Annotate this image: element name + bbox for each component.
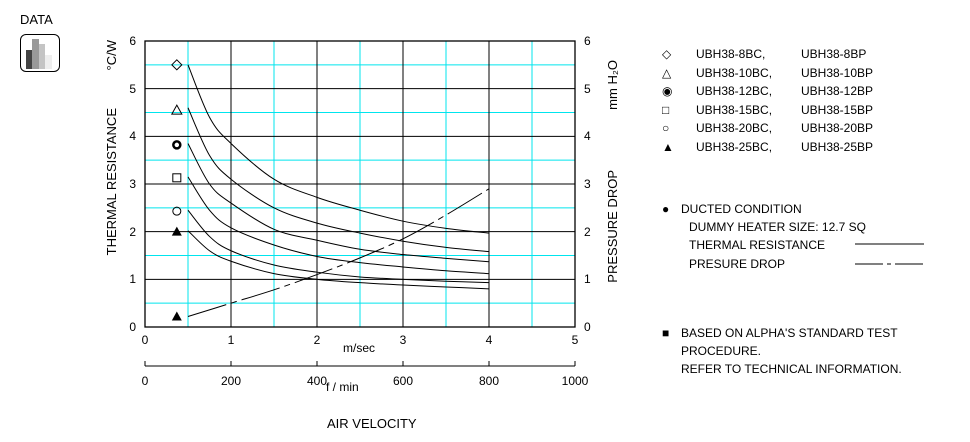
legend-symbol-icon: ◇ [662,47,672,61]
conditions-thermal: THERMAL RESISTANCE [689,238,826,252]
y-axis-unit: °C/W [104,40,119,71]
thermal-curve-2 [187,143,490,263]
legend-bp: UBH38-10BP [801,65,874,80]
x2-tick-label: 1000 [561,374,589,388]
conditions-title: DUCTED CONDITION [681,202,802,216]
y2-tick-label: 4 [584,129,591,144]
x2-axis-label: f / min [326,380,359,394]
thermal-curve-4 [187,209,490,284]
legend-bp: UBH38-20BP [801,121,874,136]
x2-tick-label: 400 [306,374,328,388]
x2-tick-label: 0 [141,374,149,388]
note-line3: REFER TO TECHNICAL INFORMATION. [681,362,902,376]
pressure-drop-curve [187,188,490,317]
thermal-curve-3 [187,176,490,275]
legend-bp: UBH38-8BP [801,47,867,61]
legend-symbol-icon: △ [662,65,672,80]
y2-tick-label: 6 [584,34,591,48]
y2-tick-label: 3 [584,177,591,191]
conditions-pressure: PRESURE DROP [689,257,786,271]
y-tick-label: 6 [129,34,136,48]
legend-bp: UBH38-15BP [801,102,874,117]
series-marker-2 [172,140,182,150]
legend-bc: UBH38-12BC, [696,84,773,99]
note-line2: PROCEDURE. [681,344,762,358]
y2-tick-label: 1 [584,272,591,287]
x-tick-label: 3 [399,333,407,347]
conditions-bullet: ● [662,202,670,216]
x-tick-label: 4 [485,333,493,347]
data-badge-label: DATA [20,12,53,27]
series-marker-0 [171,59,183,71]
note-line1: BASED ON ALPHA'S STANDARD TEST [681,326,898,340]
series-marker-3 [172,173,182,183]
legend-bc: UBH38-15BC, [696,102,773,117]
y-tick-label: 2 [129,224,136,239]
y2-axis-unit: mm H₂O [605,60,620,110]
legend-symbol-icon: ◉ [662,84,673,99]
series-marker-1 [170,104,183,115]
legend-bp: UBH38-12BP [801,84,874,99]
x2-tick-label: 200 [220,374,242,388]
legend-symbol-icon: ▲ [662,140,674,154]
y-tick-label: 3 [129,177,136,191]
y2-axis-label: PRESSURE DROP [605,170,620,283]
legend-bc: UBH38-20BC, [696,121,773,136]
y2-tick-label: 5 [584,81,591,96]
x-tick-label: 5 [571,333,579,347]
y2-tick-label: 2 [584,224,591,239]
plot-frame [144,40,576,328]
bottom-title: AIR VELOCITY [327,416,417,431]
thermal-curve-1 [187,107,490,253]
thermal-curve-0 [187,64,490,234]
x-tick-label: 0 [141,333,149,347]
legend-bc: UBH38-25BC, [696,140,773,154]
legend-symbol-icon: ○ [662,121,670,136]
note-bullet: ■ [662,326,670,340]
conditions-heater: DUMMY HEATER SIZE: 12.7 SQ [689,220,866,234]
y2-tick-label: 0 [584,320,591,334]
y-tick-label: 0 [129,320,136,334]
x-axis-label: m/sec [343,341,376,355]
y-tick-label: 5 [129,81,136,96]
y-axis-label: THERMAL RESISTANCE [104,108,119,256]
legend-bc: UBH38-10BC, [696,65,773,80]
x2-tick-label: 600 [392,374,414,388]
legend-symbol-icon: □ [662,102,670,117]
x-tick-label: 2 [313,333,321,347]
series-marker-5 [171,226,182,236]
x2-tick-label: 800 [478,374,500,388]
pressure-drop-marker [171,311,182,321]
legend-bc: UBH38-8BC, [696,47,766,61]
legend-bp: UBH38-25BP [801,140,874,154]
thermal-curve-5 [187,230,490,290]
series-marker-4 [172,206,182,216]
y-tick-label: 4 [129,129,136,144]
bar-chart-icon [20,34,60,72]
y-tick-label: 1 [129,272,136,287]
x-tick-label: 1 [227,333,235,347]
